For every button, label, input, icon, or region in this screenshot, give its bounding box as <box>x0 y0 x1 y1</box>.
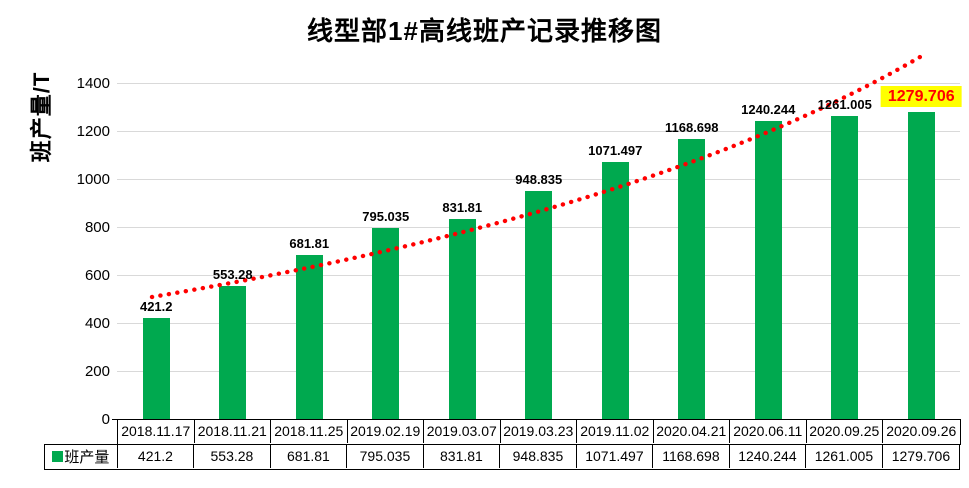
bar-data-label-highlighted: 1279.706 <box>880 85 962 107</box>
table-value-cell: 421.2 <box>118 444 195 468</box>
bar <box>525 191 553 419</box>
bar <box>142 317 170 419</box>
table-value-cell: 1240.244 <box>730 444 807 468</box>
table-date-cell: 2020.04.21 <box>654 419 730 444</box>
y-axis-tick-label: 800 <box>84 218 110 236</box>
bar-data-label: 831.81 <box>442 200 483 216</box>
table-value-cell: 1261.005 <box>806 444 883 468</box>
bar-data-label: 1240.244 <box>741 102 796 118</box>
table-date-cell: 2020.09.26 <box>886 423 957 440</box>
table-date-cell: 2019.11.02 <box>577 419 654 444</box>
bar <box>448 219 476 419</box>
table-date-cell: 2020.09.25 <box>807 419 883 444</box>
table-date-cell: 2018.11.25 <box>271 419 348 444</box>
legend-cell: 班产量 <box>45 444 118 468</box>
table-value-cell: 1279.706 <box>891 448 951 465</box>
y-axis-tick-label: 400 <box>84 314 110 332</box>
y-axis-tick-label: 1200 <box>76 122 110 140</box>
bar-data-label: 681.81 <box>289 236 330 252</box>
table-date-cell: 2018.11.21 <box>195 419 271 444</box>
table-value-cell: 1168.698 <box>653 444 730 468</box>
table-date-cell: 2018.11.17 <box>118 419 195 444</box>
y-axis-tick-label: 1400 <box>76 74 110 92</box>
bar <box>754 121 782 419</box>
table-value-cell: 831.81 <box>424 444 501 468</box>
table-date-cell: 2019.03.07 <box>424 419 501 444</box>
bar-data-label: 553.28 <box>212 267 253 283</box>
gridline <box>117 83 960 84</box>
y-axis-tick-label: 600 <box>84 266 110 284</box>
bar-data-label: 421.2 <box>139 298 173 314</box>
y-axis-tick-label: 1000 <box>76 170 110 188</box>
bar <box>295 255 323 419</box>
table-date-cell: 2019.03.23 <box>501 419 577 444</box>
table-value-cell: 1071.497 <box>577 444 654 468</box>
table-value-cell: 681.81 <box>271 444 348 468</box>
bar-data-label: 1261.005 <box>817 97 872 113</box>
bar-data-label: 948.835 <box>515 172 563 188</box>
bar-data-label: 1071.497 <box>588 142 643 158</box>
bar-data-label: 1168.698 <box>664 119 719 135</box>
bar <box>372 228 400 419</box>
data-table-value-row: 班产量 421.2 553.28 681.81 795.035 831.81 948.83… <box>44 443 961 470</box>
bar <box>219 286 247 419</box>
legend-color-swatch-icon <box>52 450 64 462</box>
bar <box>907 111 935 419</box>
table-value-cell: 553.28 <box>194 444 271 468</box>
bar <box>831 116 859 419</box>
bar <box>601 161 629 419</box>
legend-label: 班产量 <box>64 448 110 466</box>
table-value-cell: 948.835 <box>500 444 577 468</box>
table-value-cell: 795.035 <box>347 444 424 468</box>
table-date-cell: 2019.02.19 <box>348 419 424 444</box>
x-axis-line <box>112 418 120 420</box>
bar <box>678 138 706 419</box>
chart-title: 线型部1#高线班产记录推移图 <box>307 16 662 46</box>
y-axis-tick-label: 200 <box>84 362 110 380</box>
table-date-cell: 2020.06.11 <box>730 419 807 444</box>
y-axis-tick-label: 0 <box>101 410 110 428</box>
data-table-date-row: 2018.11.17 2018.11.21 2018.11.25 2019.02.19… <box>117 418 961 445</box>
bar-data-label: 795.035 <box>362 209 410 225</box>
